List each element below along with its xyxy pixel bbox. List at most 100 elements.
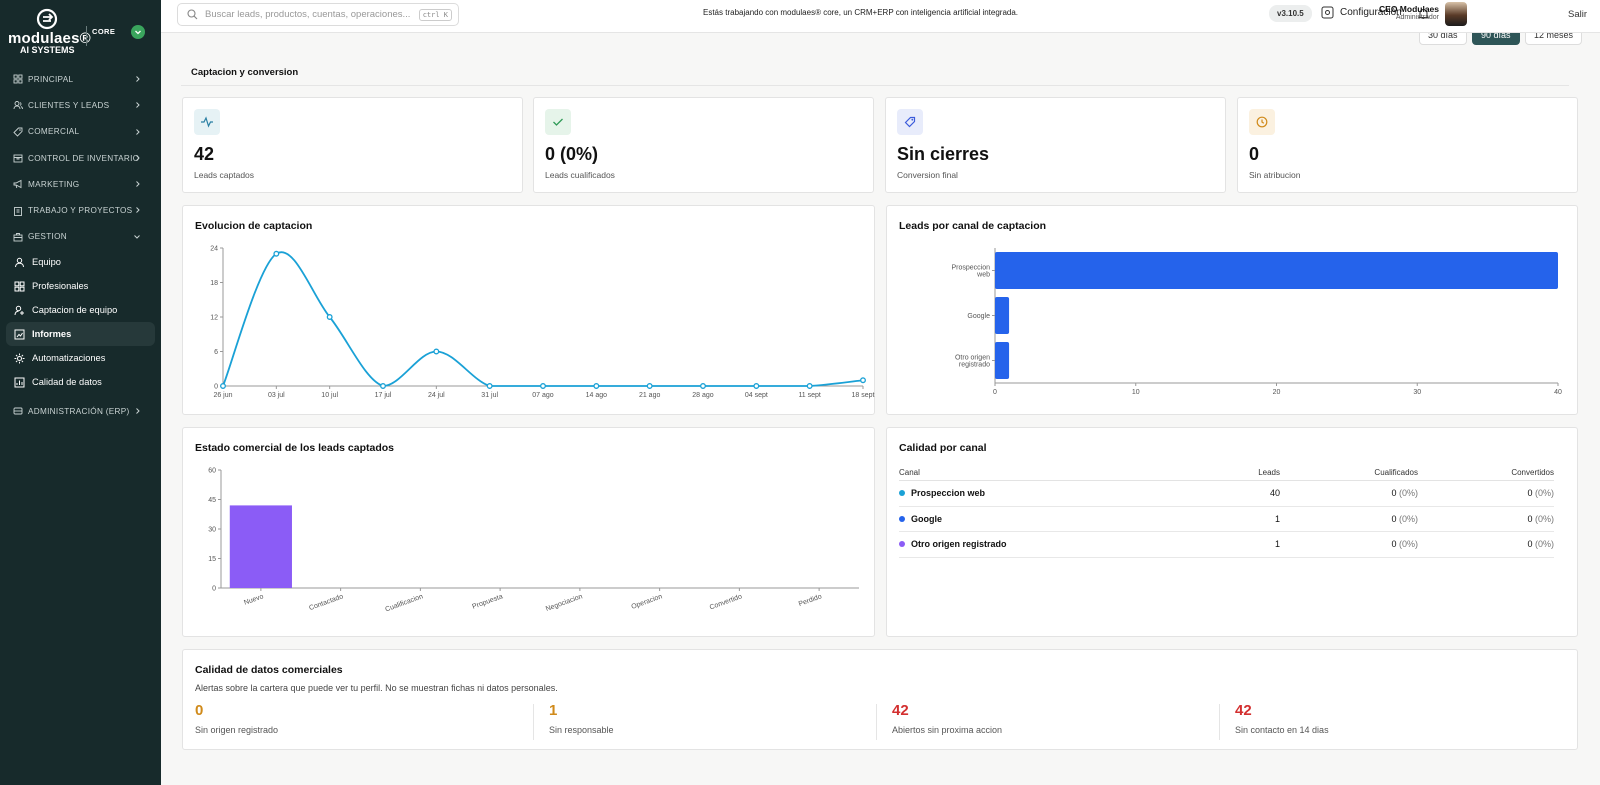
x-tick-label: 11 sept — [798, 392, 820, 399]
chart-icon — [14, 377, 25, 388]
cell-value: 0 — [1527, 488, 1533, 499]
topbar: Buscar leads, productos, cuentas, operac… — [161, 0, 1600, 33]
sidebar-item-label: Calidad de datos — [32, 377, 102, 388]
edition-label: CORE — [92, 27, 116, 36]
cell-value: 0 — [1391, 513, 1397, 524]
chevron-right-icon — [136, 128, 140, 135]
brand-sub: AI SYSTEMS — [20, 45, 75, 55]
kpi-card-sin-atribucion: 0 Sin atribucion — [1237, 97, 1578, 193]
x-tick-label: 0 — [993, 389, 997, 396]
chevron-down-icon — [134, 234, 140, 239]
edition-dropdown-toggle[interactable] — [131, 25, 145, 39]
global-search-input[interactable]: Buscar leads, productos, cuentas, operac… — [177, 3, 459, 26]
range-90-dias[interactable]: 90 días — [1472, 33, 1520, 45]
cell-cualificados: 0 (0%) — [1280, 539, 1418, 549]
x-tick-label: Operacion — [631, 593, 664, 611]
dq-value: 1 — [549, 702, 558, 719]
range-12-meses[interactable]: 12 meses — [1525, 33, 1583, 45]
chart-icon — [14, 329, 25, 340]
dq-item-sin-responsable: 1 Sin responsable — [549, 702, 614, 740]
nav-section-marketing[interactable]: MARKETING — [0, 171, 161, 197]
data-point — [433, 348, 440, 355]
search-shortcut-hint: ctrl K — [418, 9, 452, 21]
nav-section-label: GESTION — [28, 232, 67, 242]
x-tick-label: 31 jul — [481, 392, 498, 399]
user-info[interactable]: CEO Modulaes Administrador — [1359, 4, 1439, 21]
user-role: Administrador — [1395, 14, 1439, 21]
data-point — [700, 383, 706, 389]
cell-value: 0 — [1391, 488, 1397, 499]
nav-section-comercial[interactable]: COMERCIAL — [0, 119, 161, 145]
y-tick-label: 12 — [210, 315, 218, 322]
x-tick-label: 20 — [1273, 389, 1281, 396]
kpi-value: 0 — [1249, 144, 1260, 164]
cell-convertidos: 0 (0%) — [1418, 488, 1554, 498]
y-tick-label: Prospeccion — [951, 265, 990, 272]
nav-section-clientes-leads[interactable]: CLIENTES Y LEADS — [0, 92, 161, 118]
x-tick-label: 10 — [1132, 389, 1140, 396]
range-30-dias[interactable]: 30 días — [1419, 33, 1467, 45]
salir-button[interactable]: Salir — [1568, 9, 1588, 20]
nav-section-inventario[interactable]: CONTROL DE INVENTARIO — [0, 145, 161, 171]
sidebar-item-captacion-equipo[interactable]: Captacion de equipo — [0, 298, 161, 322]
tag-icon — [904, 116, 916, 128]
chevron-right-icon — [136, 76, 140, 82]
x-tick-label: 07 ago — [532, 392, 554, 399]
x-tick-label: Perdido — [798, 593, 823, 608]
configuracion-button[interactable]: Configuración — [1321, 6, 1402, 19]
x-tick-label: 10 jul — [321, 392, 338, 399]
y-tick-label: 0 — [212, 586, 216, 593]
main-content: 30 días 90 días 12 meses Captacion y con… — [161, 33, 1600, 785]
kpi-card-leads-cualificados: 0 (0%) Leads cualificados — [533, 97, 874, 193]
sidebar-item-calidad-datos[interactable]: Calidad de datos — [0, 370, 161, 394]
line-chart[interactable]: 0 6 12 18 24 26 jun 03 jul 10 jul 17 jul 24 jul 31… — [183, 206, 876, 416]
sidebar-item-label: Equipo — [32, 257, 61, 268]
dq-value: 42 — [1235, 702, 1252, 719]
cell-pct: (0%) — [1534, 513, 1554, 524]
version-badge[interactable]: v3.10.5 — [1269, 5, 1312, 22]
cell-leads: 1 — [1274, 513, 1280, 524]
sidebar-item-label: Informes — [32, 329, 72, 340]
vbar-chart[interactable]: 0 15 30 45 60 Nuevo Contactado Cualificacion Pro… — [183, 428, 876, 638]
brand-logo[interactable]: modulaes® AI SYSTEMS CORE — [8, 8, 158, 58]
nav-section-label: MARKETING — [28, 179, 80, 189]
avatar[interactable] — [1445, 2, 1467, 26]
nav-section-administracion[interactable]: ADMINISTRACIÓN (ERP) — [0, 398, 161, 424]
x-tick-label: 14 ago — [586, 392, 608, 399]
user-plus-icon — [14, 305, 24, 315]
bell-icon[interactable] — [1417, 7, 1430, 20]
card-calidad-datos: Calidad de datos comerciales Alertas sob… — [182, 649, 1578, 750]
table-row: Prospeccion web 40 0 (0%) 0 (0%) — [899, 481, 1554, 507]
database-icon — [13, 407, 23, 415]
x-tick-label: Negociacion — [545, 593, 584, 613]
cell-pct: (0%) — [1398, 539, 1418, 550]
megaphone-icon — [13, 180, 22, 189]
sidebar-item-automatizaciones[interactable]: Automatizaciones — [0, 346, 161, 370]
sidebar-nav: PRINCIPAL CLIENTES Y LEADS COMERCIAL CON… — [0, 66, 161, 424]
kpi-icon-box — [194, 109, 220, 135]
sidebar-item-label: Captacion de equipo — [32, 305, 118, 316]
cell-leads: 40 — [1269, 488, 1280, 499]
nav-section-trabajo-proyectos[interactable]: TRABAJO Y PROYECTOS — [0, 197, 161, 223]
dq-divider — [533, 704, 534, 740]
section-title: Captacion y conversion — [191, 67, 299, 78]
sidebar-item-equipo[interactable]: Equipo — [0, 250, 161, 274]
channel-dot — [899, 515, 905, 522]
y-tick-label: Google — [967, 313, 990, 320]
y-tick-label: 15 — [208, 556, 216, 563]
clock-icon — [1256, 116, 1268, 128]
grid-icon — [13, 74, 23, 84]
sidebar-item-profesionales[interactable]: Profesionales — [0, 274, 161, 298]
col-cualificados: Cualificados — [1374, 467, 1418, 477]
y-tick-label: registrado — [959, 362, 990, 369]
cell-pct: (0%) — [1398, 513, 1418, 524]
sidebar-item-informes[interactable]: Informes — [6, 322, 155, 347]
nav-section-gestion[interactable]: GESTION — [0, 224, 161, 250]
tag-icon — [13, 127, 23, 137]
chart-title: Evolucion de captacion — [195, 220, 313, 232]
nav-section-principal[interactable]: PRINCIPAL — [0, 66, 161, 92]
nav-section-label: COMERCIAL — [28, 127, 80, 137]
x-tick-label: Convertido — [709, 593, 743, 611]
chevron-down-icon — [135, 30, 141, 35]
